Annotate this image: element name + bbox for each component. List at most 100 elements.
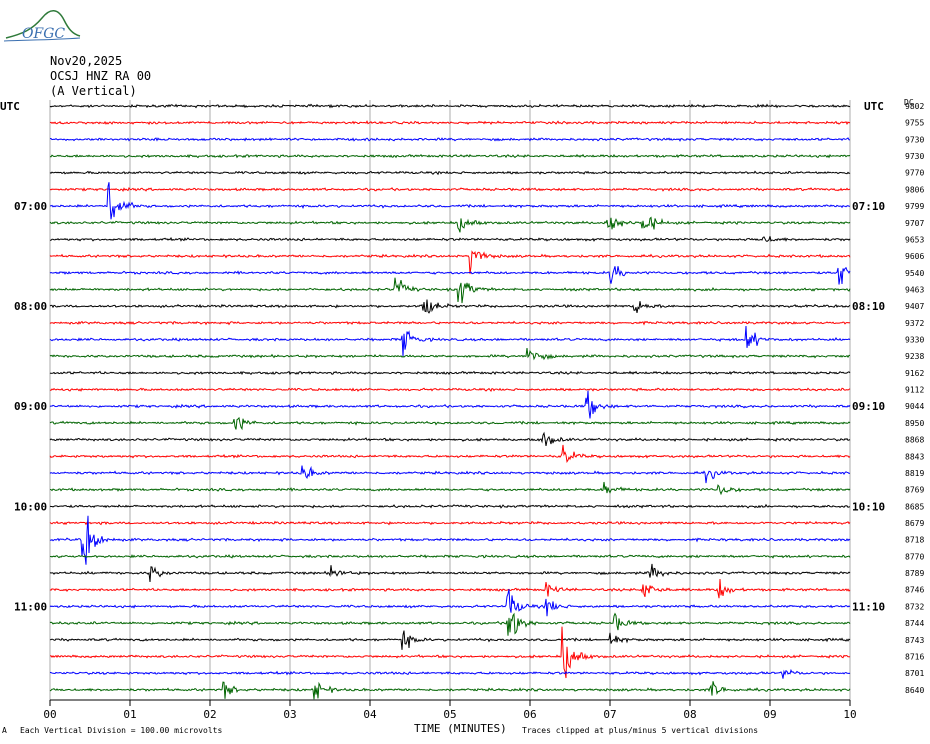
x-tick-label: 00 [43,708,56,721]
right-time-label: 09:10 [852,400,885,413]
dc-offset-label: 8769 [905,486,924,495]
dc-offset-label: 9162 [905,369,924,378]
trace-row-18 [49,390,851,419]
right-time-label: 11:10 [852,600,885,613]
dc-offset-label: 8701 [905,669,924,678]
dc-offset-label: 9755 [905,119,924,128]
clip-note: Traces clipped at plus/minus 5 vertical … [522,726,759,735]
left-time-label: 10:00 [14,500,47,513]
trace-row-25 [49,520,851,526]
trace-row-8 [50,236,851,242]
component-label: (A Vertical) [50,84,137,98]
dc-offset-label: 9112 [905,386,924,395]
dc-offset-label: 8743 [905,636,924,645]
dc-offset-label: 9806 [905,185,924,194]
trace-row-2 [49,137,851,142]
dc-offset-label: 8732 [905,602,924,611]
dc-offset-label: 9730 [905,152,924,161]
dc-offset-label: 9407 [905,302,924,311]
trace-row-5 [49,186,851,192]
left-time-label: 08:00 [14,300,47,313]
x-tick-label: 04 [363,708,377,721]
station-code: OCSJ HNZ RA 00 [50,69,152,83]
trace-row-0 [49,103,851,109]
trace-row-14 [49,325,851,357]
right-time-label: 10:10 [852,500,885,513]
dc-offset-label: 8679 [905,519,924,528]
trace-row-21 [49,444,851,464]
trace-row-31 [49,612,851,636]
dc-offset-label: 8640 [905,686,924,695]
trace-row-13 [49,320,851,326]
dc-offset-label: 9653 [905,235,924,244]
seismic-traces [49,103,851,700]
x-tick-label: 01 [123,708,136,721]
dc-offset-label: 8746 [905,586,924,595]
dc-offset-label: 9730 [905,135,924,144]
dc-offset-label: 8770 [905,552,924,561]
plot-date: Nov20,2025 [50,54,123,68]
trace-row-17 [49,387,851,392]
dc-offset-label: 9540 [905,269,924,278]
dc-offset-label: 9330 [905,336,924,345]
dc-offset-label: 9606 [905,252,924,261]
trace-row-1 [49,120,851,126]
trace-row-4 [49,170,851,176]
dc-offset-label: 9372 [905,319,924,328]
dc-offset-label: 9044 [905,402,924,411]
dc-offset-label: 8789 [905,569,924,578]
dc-offset-label: 9238 [905,352,924,361]
x-axis-title: TIME (MINUTES) [414,722,507,735]
trace-row-26 [49,515,851,565]
dc-offset-label: 9802 [905,102,924,111]
axis-labels: 00 01 02 03 04 05 06 07 08 09 10 9802 9755 9730 9730 97… [14,102,924,721]
dc-offset-label: 9463 [905,285,924,294]
trace-row-10 [49,266,851,285]
ovsicori-logo: OFGC [2,4,82,46]
x-tick-label: 08 [683,708,696,721]
plot-grid [49,100,851,706]
left-time-label: 09:00 [14,400,47,413]
corner-mark: A [2,726,7,735]
trace-row-7 [49,216,851,233]
trace-row-16 [49,370,851,376]
trace-row-20 [49,431,851,446]
trace-row-33 [49,626,851,679]
left-time-label: 07:00 [14,200,47,213]
x-tick-label: 07 [603,708,616,721]
dc-offset-label: 8950 [905,419,924,428]
x-tick-label: 06 [523,708,536,721]
trace-row-11 [49,277,851,304]
dc-offset-label: 9707 [905,219,924,228]
right-utc-label: UTC [864,100,884,113]
trace-row-15 [49,348,850,361]
logo-text: OFGC [22,26,66,42]
x-tick-label: 05 [443,708,456,721]
scale-note: Each Vertical Division = 100.00 microvol… [20,726,223,735]
trace-row-30 [49,588,851,617]
trace-row-19 [49,416,851,431]
x-tick-label: 02 [203,708,216,721]
trace-row-9 [49,250,851,275]
dc-offset-label: 9799 [905,202,924,211]
x-tick-label: 09 [763,708,776,721]
x-tick-label: 03 [283,708,296,721]
trace-row-27 [49,554,851,559]
trace-row-29 [49,578,851,599]
left-time-label: 11:00 [14,600,47,613]
trace-row-32 [49,630,851,650]
dc-offset-label: 8718 [905,536,924,545]
dc-offset-label: 8716 [905,652,924,661]
trace-row-12 [49,299,851,314]
ovsicori-logo-icon [3,10,81,42]
dc-offset-label: 8819 [905,469,924,478]
trace-row-3 [49,153,851,159]
right-time-label: 07:10 [852,200,885,213]
trace-row-34 [49,668,851,679]
trace-row-23 [49,481,851,496]
trace-row-24 [49,503,850,509]
trace-row-35 [49,681,851,700]
dc-offset-label: 8868 [905,436,924,445]
trace-row-28 [49,563,851,583]
